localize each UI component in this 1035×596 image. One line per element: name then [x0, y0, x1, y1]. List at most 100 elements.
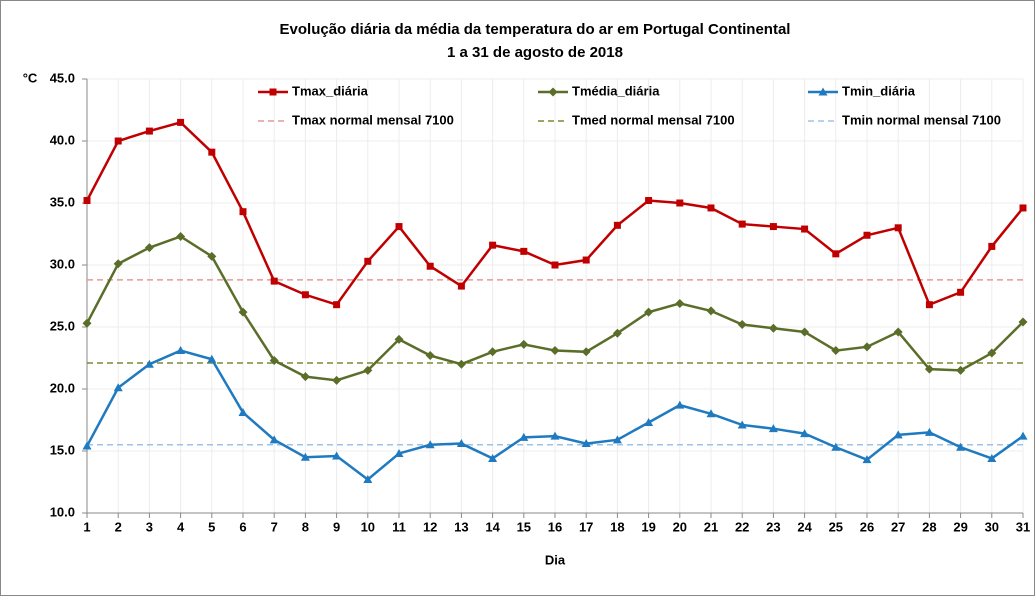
marker: [581, 439, 591, 448]
marker: [737, 420, 747, 429]
marker: [456, 439, 466, 448]
x-tick-label: 20: [673, 519, 687, 534]
marker: [706, 306, 716, 316]
x-tick-label: 4: [177, 519, 185, 534]
marker: [831, 442, 841, 451]
marker: [551, 261, 559, 269]
marker: [800, 327, 810, 337]
y-tick-label: 10.0: [50, 504, 75, 519]
y-tick-label: 30.0: [50, 256, 75, 271]
marker: [176, 346, 186, 355]
marker: [769, 223, 777, 231]
marker: [644, 307, 654, 317]
x-tick-label: 25: [829, 519, 843, 534]
marker: [270, 277, 278, 285]
legend-label: Tmin_diária: [842, 83, 916, 98]
marker: [737, 320, 747, 330]
marker: [818, 87, 828, 96]
marker: [613, 221, 621, 229]
x-tick-label: 3: [146, 519, 153, 534]
marker: [738, 220, 746, 228]
marker: [644, 417, 654, 426]
x-tick-label: 19: [641, 519, 655, 534]
marker: [269, 355, 279, 365]
marker: [176, 231, 186, 241]
marker: [924, 364, 934, 374]
marker: [269, 88, 277, 96]
marker: [333, 301, 341, 309]
legend-label: Tmax_diária: [292, 83, 369, 98]
marker: [862, 342, 872, 352]
y-unit: °C: [23, 70, 38, 85]
marker: [924, 427, 934, 436]
marker: [332, 451, 342, 460]
marker: [1019, 204, 1027, 212]
y-tick-label: 40.0: [50, 132, 75, 147]
x-tick-label: 7: [271, 519, 278, 534]
x-tick-label: 14: [485, 519, 500, 534]
marker: [113, 259, 123, 269]
x-tick-label: 10: [361, 519, 375, 534]
marker: [456, 359, 466, 369]
marker: [114, 137, 122, 145]
x-tick-label: 2: [115, 519, 122, 534]
y-tick-label: 25.0: [50, 318, 75, 333]
x-tick-label: 29: [953, 519, 967, 534]
marker: [457, 282, 465, 290]
marker: [113, 383, 123, 392]
marker: [83, 197, 91, 205]
x-tick-label: 17: [579, 519, 593, 534]
x-tick-label: 28: [922, 519, 936, 534]
marker: [675, 400, 685, 409]
x-tick-label: 5: [208, 519, 215, 534]
marker: [363, 365, 373, 375]
marker: [988, 242, 996, 250]
marker: [956, 442, 966, 451]
marker: [582, 256, 590, 264]
marker: [519, 339, 529, 349]
marker: [332, 375, 342, 385]
marker: [394, 448, 404, 457]
x-tick-label: 11: [392, 519, 406, 534]
marker: [269, 435, 279, 444]
marker: [207, 251, 217, 261]
marker: [987, 453, 997, 462]
marker: [301, 291, 309, 299]
x-tick-label: 22: [735, 519, 749, 534]
marker: [394, 334, 404, 344]
marker: [239, 208, 247, 216]
marker: [800, 429, 810, 438]
marker: [768, 323, 778, 333]
marker: [863, 231, 871, 239]
marker: [706, 409, 716, 418]
marker: [893, 430, 903, 439]
marker: [862, 455, 872, 464]
chart-title: Evolução diária da média da temperatura …: [280, 21, 791, 38]
marker: [145, 127, 153, 135]
marker: [82, 441, 92, 450]
marker: [177, 118, 185, 126]
marker: [519, 432, 529, 441]
marker: [1018, 317, 1028, 327]
marker: [395, 223, 403, 231]
marker: [987, 348, 997, 358]
x-tick-label: 16: [548, 519, 562, 534]
x-tick-label: 27: [891, 519, 905, 534]
marker: [300, 452, 310, 461]
marker: [208, 148, 216, 156]
chart-subtitle: 1 a 31 de agosto de 2018: [447, 44, 623, 61]
legend-label: Tmin normal mensal 7100: [842, 112, 1001, 127]
marker: [612, 328, 622, 338]
x-tick-label: 6: [239, 519, 246, 534]
marker: [957, 288, 965, 296]
marker: [675, 298, 685, 308]
marker: [488, 347, 498, 357]
x-tick-label: 23: [766, 519, 780, 534]
marker: [425, 440, 435, 449]
marker: [768, 424, 778, 433]
x-tick-label: 18: [610, 519, 624, 534]
marker: [82, 318, 92, 328]
marker: [893, 327, 903, 337]
